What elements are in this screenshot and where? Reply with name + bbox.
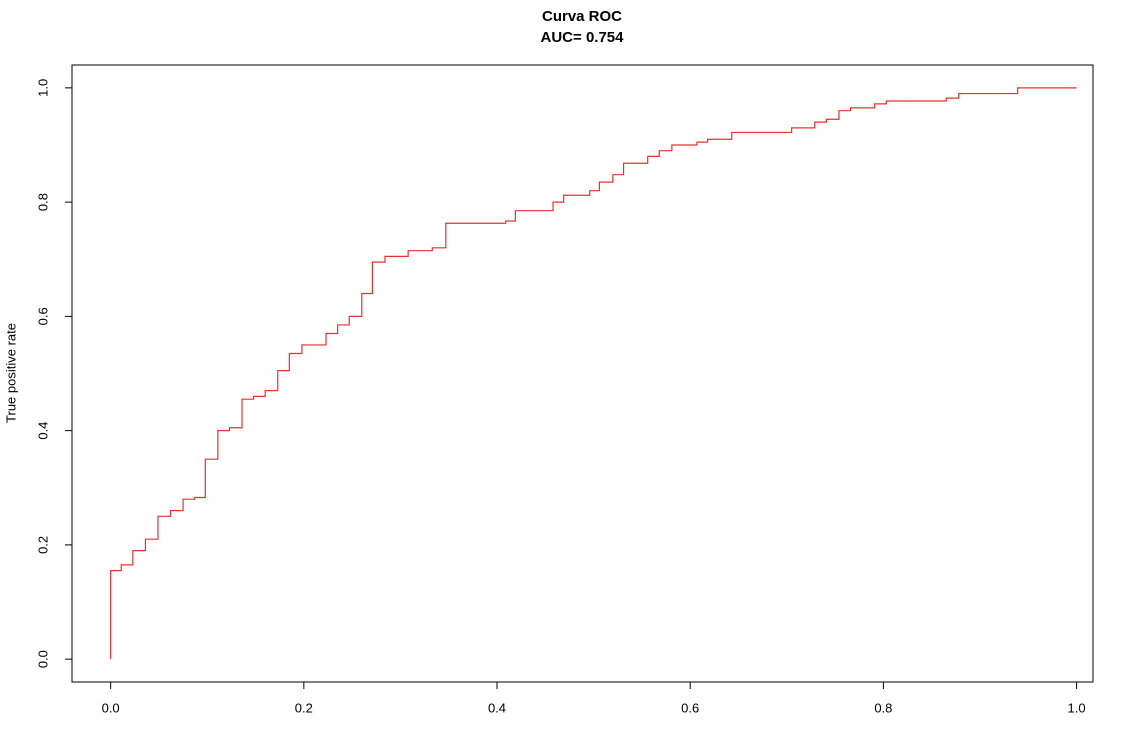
chart-subtitle: AUC= 0.754 bbox=[541, 29, 625, 46]
y-tick-label: 0.6 bbox=[35, 307, 50, 325]
roc-line bbox=[110, 87, 1077, 660]
y-tick-label: 0.8 bbox=[35, 193, 50, 211]
plot-box bbox=[71, 64, 1094, 683]
y-tick-label: 1.0 bbox=[35, 79, 50, 97]
x-tick-label: 0.2 bbox=[295, 700, 313, 715]
y-tick-label: 0.0 bbox=[35, 650, 50, 668]
x-tick-label: 0.0 bbox=[102, 700, 120, 715]
x-tick-label: 0.4 bbox=[488, 700, 506, 715]
y-tick-label: 0.2 bbox=[35, 536, 50, 554]
x-tick-label: 0.6 bbox=[681, 700, 699, 715]
x-tick-label: 0.8 bbox=[874, 700, 892, 715]
x-tick-label: 1.0 bbox=[1068, 700, 1086, 715]
chart-title: Curva ROC bbox=[542, 8, 622, 25]
y-axis-label: True positive rate bbox=[3, 323, 18, 423]
y-tick-label: 0.4 bbox=[35, 422, 50, 440]
